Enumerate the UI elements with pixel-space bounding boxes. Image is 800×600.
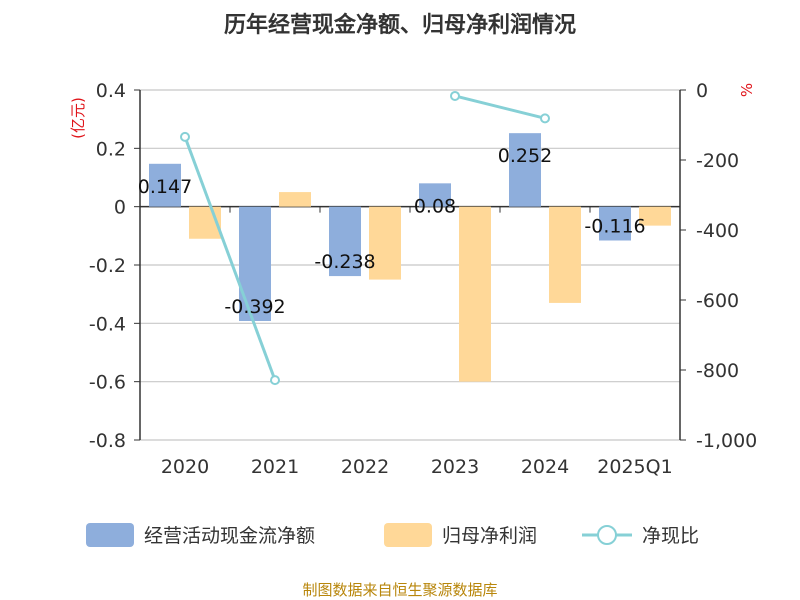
data-labels: 0.147 -0.392 -0.238 0.08 0.252 -0.116 [138, 145, 646, 318]
legend-label: 经营活动现金流净额 [144, 525, 315, 547]
left-tick-label: 0.2 [96, 138, 126, 160]
legend-net-profit: 归母净利润 [384, 523, 537, 547]
x-tick-label: 2023 [431, 456, 479, 478]
data-label: 0.252 [498, 145, 552, 167]
x-tick-label: 2021 [251, 456, 299, 478]
right-tick-label: -1,000 [696, 430, 757, 452]
source-note: 制图数据来自恒生聚源数据库 [302, 581, 497, 599]
ratio-point [540, 113, 550, 124]
legend-swatch [384, 523, 432, 547]
legend-label: 归母净利润 [442, 525, 537, 547]
x-tick-label: 2022 [341, 456, 389, 478]
net-profit-bar [639, 206, 671, 226]
left-axis-unit: (亿元) [69, 97, 87, 139]
net-profit-bar [549, 206, 581, 303]
x-tick-label: 2025Q1 [597, 456, 672, 478]
data-label: -0.116 [584, 216, 645, 238]
legend-cashflow: 经营活动现金流净额 [86, 523, 315, 547]
left-tick-label: -0.8 [89, 430, 126, 452]
left-tick-label: -0.6 [89, 372, 126, 394]
axes: 0.4 0.2 0 -0.2 -0.4 -0.6 -0.8 0 -200 -400 -600 -800… [89, 80, 757, 478]
right-tick-label: -200 [696, 150, 739, 172]
net-profit-bar [459, 206, 491, 382]
legend-swatch [86, 523, 134, 547]
gridlines [140, 89, 680, 441]
ratio-line-segment [454, 94, 546, 120]
cashflow-bar [509, 133, 541, 207]
cashflow-bar [599, 206, 631, 241]
cashflow-bar [149, 163, 181, 207]
x-tick-label: 2024 [521, 456, 569, 478]
ratio-line [180, 90, 550, 386]
left-tick-label: -0.4 [89, 313, 126, 335]
cashflow-bar [239, 206, 271, 321]
data-label: 0.147 [138, 176, 192, 198]
ratio-point [270, 375, 280, 386]
right-tick-label: -400 [696, 220, 739, 242]
right-tick-label: -800 [696, 360, 739, 382]
legend-ratio: 净现比 [582, 525, 699, 547]
right-tick-label: 0 [696, 80, 708, 102]
chart-title: 历年经营现金净额、归母净利润情况 [224, 12, 576, 38]
legend-label: 净现比 [642, 525, 699, 547]
legend-marker [597, 525, 617, 545]
ratio-point [450, 90, 460, 101]
net-profit-bar [279, 192, 311, 207]
ratio-line-segment [183, 136, 277, 381]
data-label: -0.392 [224, 296, 285, 318]
left-tick-label: 0.4 [96, 80, 126, 102]
net-profit-bar [369, 206, 401, 280]
cashflow-bar [329, 206, 361, 277]
cashflow-bar [419, 183, 451, 207]
right-tick-label: -600 [696, 290, 739, 312]
left-tick-label: -0.2 [89, 255, 126, 277]
left-tick-label: 0 [114, 197, 126, 219]
data-label: 0.08 [414, 195, 456, 217]
x-tick-label: 2020 [161, 456, 209, 478]
legend: 经营活动现金流净额 归母净利润 净现比 [86, 523, 699, 547]
right-axis-unit: % [738, 83, 756, 97]
ratio-point [180, 131, 190, 142]
bars [149, 133, 671, 382]
data-label: -0.238 [314, 251, 375, 273]
